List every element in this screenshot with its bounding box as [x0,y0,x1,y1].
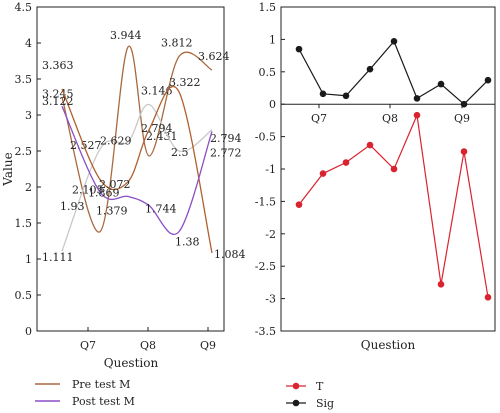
series-point-sig [437,80,445,88]
y-axis-label: Value [1,152,15,186]
y-tick-label: 1.5 [15,217,33,230]
series-point-sig [295,45,303,53]
data-label: 3.122 [42,95,74,108]
legend-marker [292,382,300,390]
series-point-t [437,281,445,288]
series-point-t [319,170,327,177]
x-axis-label: Question [104,356,159,370]
y-tick-label: 0 [25,325,32,338]
y-tick-label: 0.5 [259,66,277,79]
data-label: 1.869 [88,186,120,199]
x-tick-label: Q7 [311,112,327,125]
right-chart: -3.5 -3 -2.5 -2 -1.5 -1 -0.5 0 0.5 1 1.5 Q7 Q8 Q9 Ques… [255,1,496,352]
y-tick-label: 0 [269,98,276,111]
data-label: 2.105 [72,183,104,196]
data-label: 3.363 [42,59,74,72]
series-point-t [342,159,350,166]
data-label: 2.629 [100,135,132,148]
data-label: 2.527 [70,139,102,152]
series-point-t [460,148,468,155]
data-label: 3.812 [161,37,193,50]
series-point-t [295,201,303,208]
series-point-sig [366,65,374,73]
data-label: 2.072 [99,178,131,191]
x-axis-label: Question [361,338,416,352]
data-label: 3.624 [198,50,230,63]
data-label: 2.5 [171,146,189,159]
series-line-3 [61,85,213,254]
plot-frame [36,6,225,332]
data-label: 3.944 [110,29,142,42]
legend-label: T [316,380,324,393]
series-line-t [298,113,489,298]
series-point-sig [413,95,421,102]
y-tick-label: 0.5 [15,289,33,302]
data-label: 1.38 [175,236,200,249]
x-tick-label: Q9 [454,112,470,125]
data-label: 1.93 [60,200,85,213]
x-tick-label: Q9 [200,339,216,352]
series-point-sig [484,76,492,84]
legend-label: Sig [316,397,334,410]
y-tick-label: -2.5 [255,260,276,273]
series-point-t [413,111,421,119]
y-tick-label: 2.5 [15,145,33,158]
legend-label: Post test M [72,395,135,408]
data-label: 1.379 [96,205,128,218]
plot-frame [280,6,496,332]
y-tick-label: 2 [25,181,32,194]
data-label: 2.772 [210,146,242,159]
y-tick-label: 1 [25,253,32,266]
series-point-t [390,165,398,173]
y-tick-label: 4 [25,37,32,50]
series-point-sig [319,90,327,98]
series-line-2 [61,103,213,252]
y-tick-label: 3 [25,109,32,122]
legend-label: Pre test M [72,378,130,391]
y-tick-label: -1.5 [255,195,276,208]
y-tick-label: 3.5 [15,73,33,86]
data-label: 1.111 [42,251,74,264]
y-tick-label: 1.5 [259,1,277,14]
series-point-sig [342,92,350,100]
series-point-t [366,141,374,149]
series-point-sig [460,100,468,108]
series-point-t [484,294,492,301]
y-tick-label: -1 [265,163,276,176]
y-tick-label: 4.5 [15,1,33,14]
y-tick-label: -3.5 [255,325,276,338]
data-label: 2.794 [210,132,242,145]
series-line-4 [61,105,213,235]
x-tick-label: Q8 [382,112,398,125]
series-point-sig [390,38,398,45]
series-line-1 [61,45,213,233]
data-label: 1.084 [214,248,246,261]
legend-marker [292,399,300,407]
y-tick-label: -2 [265,228,276,241]
data-label: 3.322 [169,76,201,89]
x-tick-label: Q7 [80,339,96,352]
left-chart: 0 0.5 1 1.5 2 2.5 3 3.5 4 4.5 Q7 Q8 Q9 Question Value 3… [1,1,246,370]
y-tick-label: -0.5 [255,131,276,144]
x-tick-label: Q8 [140,339,156,352]
data-label: 2.794 [141,122,173,135]
y-tick-label: 1 [269,33,276,46]
legends: Pre test M Post test M T Sig [35,378,334,410]
y-tick-label: -3 [265,293,276,306]
series-line-sig [298,40,489,106]
data-label: 1.744 [145,202,177,215]
